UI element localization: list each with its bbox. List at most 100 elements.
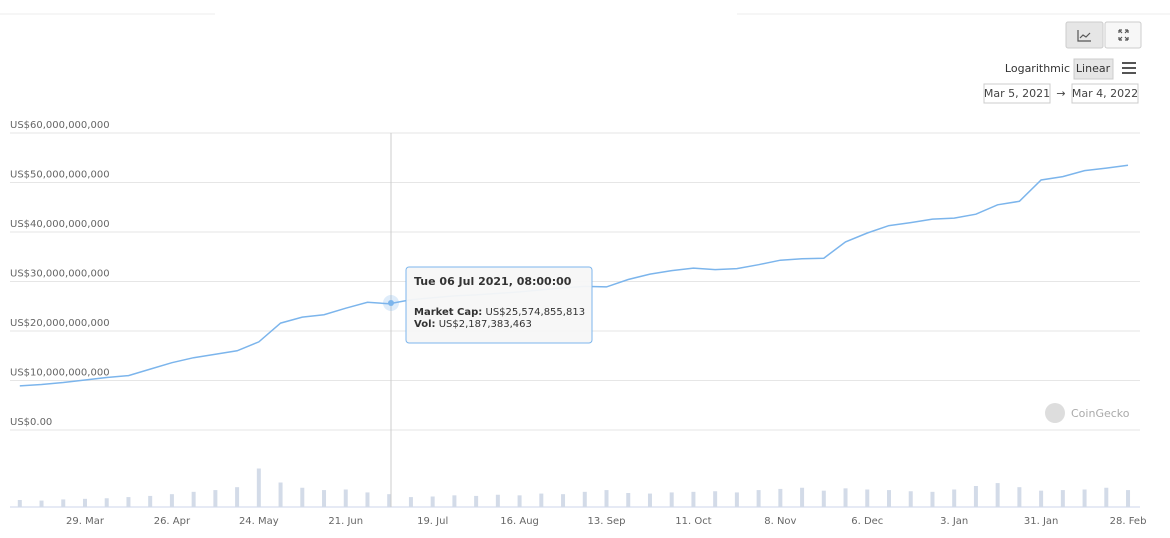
volume-bar	[256, 468, 261, 507]
tooltip-value: US$2,187,383,463	[439, 319, 532, 330]
y-tick-label: US$0.00	[10, 417, 52, 428]
volume-bar	[126, 497, 131, 507]
x-tick-label: 3. Jan	[940, 516, 968, 527]
volume-bar	[865, 489, 870, 507]
volume-bar	[1082, 489, 1087, 507]
x-tick-label: 24. May	[239, 516, 279, 527]
volume-bar	[17, 500, 22, 507]
button-bg	[1065, 21, 1104, 49]
volume-bar	[626, 493, 631, 507]
volume-bar	[973, 486, 978, 507]
volume-bar	[213, 490, 218, 507]
volume-bar	[82, 498, 87, 507]
volume-bar	[669, 492, 674, 507]
tooltip-value: US$25,574,855,813	[486, 307, 586, 318]
volume-bar	[778, 488, 783, 507]
button-bg	[1104, 21, 1142, 49]
volume-bar	[539, 493, 544, 507]
tooltip-box	[405, 266, 593, 344]
volume-bar	[887, 490, 891, 507]
y-tick-label: US$60,000,000,000	[10, 120, 110, 131]
volume-bar	[561, 494, 566, 507]
chart-type-button[interactable]	[1065, 21, 1104, 49]
date-input-bg	[1071, 83, 1139, 104]
x-tick-label: 11. Oct	[675, 516, 711, 527]
watermark-logo	[1045, 403, 1065, 423]
volume-bar	[1104, 487, 1109, 507]
x-tick-label: 29. Mar	[66, 516, 105, 527]
hover-point	[388, 300, 394, 306]
x-tick-label: 13. Sep	[588, 516, 626, 527]
volume-bar	[148, 495, 153, 507]
y-tick-label: US$30,000,000,000	[10, 269, 110, 280]
tooltip-label: Market Cap:	[414, 307, 482, 318]
volume-bar	[61, 499, 66, 507]
x-tick-label: 16. Aug	[500, 516, 539, 527]
fullscreen-button[interactable]	[1104, 21, 1142, 49]
volume-bar	[930, 491, 935, 507]
x-tick-label: 31. Jan	[1024, 516, 1059, 527]
date-input-bg	[983, 83, 1051, 104]
x-tick-label: 26. Apr	[154, 516, 191, 527]
date-separator: →	[1056, 87, 1065, 100]
volume-bar	[734, 492, 739, 507]
volume-bar	[843, 488, 848, 507]
tooltip: Tue 06 Jul 2021, 08:00:00 Market Cap: US…	[405, 266, 593, 344]
volume-bar	[452, 495, 457, 507]
date-input[interactable]: Mar 5, 2021	[984, 87, 1050, 100]
volume-bar	[952, 489, 957, 507]
volume-bar	[300, 487, 305, 507]
scale-option[interactable]: Logarithmic	[1005, 62, 1070, 75]
icon	[1118, 29, 1129, 41]
x-tick-label: 8. Nov	[764, 516, 796, 527]
volume-bar	[647, 493, 652, 507]
volume-bar	[191, 491, 196, 507]
y-tick-label: US$20,000,000,000	[10, 318, 110, 329]
volume-bar	[604, 490, 609, 507]
volume-bar	[908, 491, 913, 507]
date-input[interactable]: Mar 4, 2022	[1072, 87, 1138, 100]
x-tick-label: 19. Jul	[417, 516, 448, 527]
volume-bar	[430, 496, 435, 507]
icon	[1077, 30, 1091, 42]
x-tick-label: 28. Feb	[1110, 516, 1147, 527]
volume-bar	[1060, 490, 1065, 507]
volume-bar	[343, 489, 348, 507]
tooltip-title: Tue 06 Jul 2021, 08:00:00	[414, 275, 572, 288]
scale-option-bg	[1073, 58, 1114, 80]
y-tick-label: US$50,000,000,000	[10, 170, 110, 181]
volume-bar	[713, 491, 718, 507]
volume-bar	[1017, 487, 1022, 507]
volume-bar	[800, 487, 805, 507]
watermark: CoinGecko	[1071, 407, 1130, 420]
volume-bar	[691, 491, 696, 507]
volume-bar	[517, 495, 522, 507]
volume-bar	[1039, 490, 1044, 507]
tooltip-row: Vol: US$2,187,383,463	[414, 319, 532, 330]
volume-bar	[756, 490, 761, 507]
scale-option[interactable]: Linear	[1076, 62, 1111, 75]
volume-bar	[39, 500, 44, 507]
volume-bar	[582, 491, 587, 507]
volume-bar	[995, 483, 1000, 507]
volume-bar	[104, 498, 109, 507]
volume-bar	[408, 497, 413, 507]
plot-area: US$0.00 US$10,000,000,000 US$20,000,000,00…	[10, 120, 1146, 527]
volume-bar	[821, 490, 826, 507]
volume-bar	[1126, 490, 1131, 507]
y-tick-label: US$40,000,000,000	[10, 219, 110, 230]
volume-bar	[495, 494, 500, 507]
tooltip-label: Vol:	[414, 319, 436, 330]
volume-bar	[278, 482, 283, 507]
volume-bar	[235, 487, 240, 507]
volume-bar	[387, 494, 392, 507]
volume-bar	[322, 490, 327, 507]
x-tick-label: 6. Dec	[851, 516, 883, 527]
volume-bar	[169, 494, 174, 507]
tooltip-row: Market Cap: US$25,574,855,813	[414, 307, 585, 318]
volume-bar	[474, 495, 479, 507]
x-tick-label: 21. Jun	[328, 516, 363, 527]
menu-button[interactable]	[1122, 62, 1136, 74]
